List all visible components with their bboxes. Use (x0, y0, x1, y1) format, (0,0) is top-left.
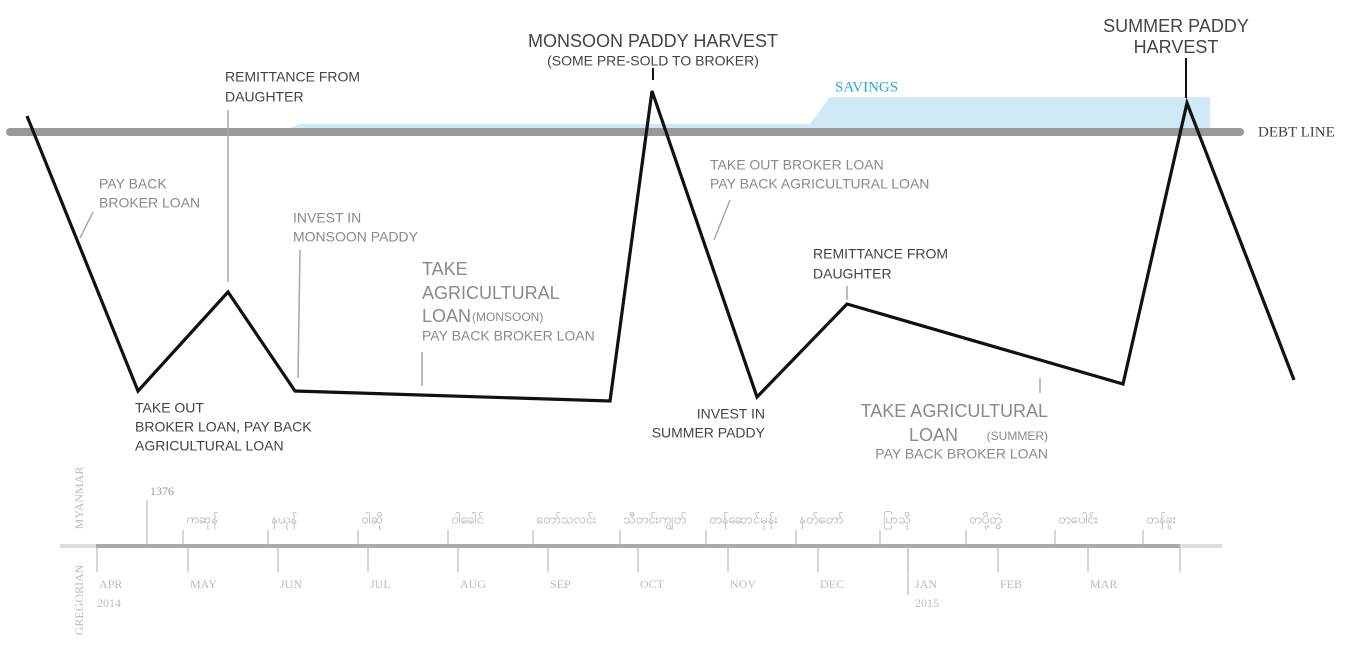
gregorian-month: JAN (915, 577, 937, 591)
annotation: LOAN (909, 425, 958, 445)
savings-label: SAVINGS (835, 79, 898, 95)
gregorian-month: AUG (460, 577, 486, 591)
myanmar-month: တန်ဆောင်မုန်း (709, 512, 778, 530)
annotation: HARVEST (1134, 37, 1219, 57)
myanmar-month: ပြာသို (883, 511, 911, 530)
annotation: AGRICULTURAL (422, 283, 560, 303)
annotation: TAKE AGRICULTURAL (861, 401, 1048, 421)
annotation: (SOME PRE-SOLD TO BROKER) (547, 53, 759, 69)
gregorian-month: NOV (730, 577, 756, 591)
annotation: PAY BACK BROKER LOAN (422, 328, 595, 344)
myanmar-month: တပေါင်း (1058, 512, 1098, 528)
annotation: TAKE OUT (135, 400, 204, 416)
annotation: DAUGHTER (813, 266, 892, 282)
gregorian-month: FEB (1000, 577, 1022, 591)
myanmar-month: နတ်တော် (799, 512, 844, 530)
leaders (79, 58, 1187, 393)
annotation: TAKE (422, 259, 468, 279)
annotation: INVEST IN (293, 210, 361, 226)
myanmar-label: MYANMAR (72, 467, 86, 530)
calendar: MYANMAR GREGORIAN 1376 2014 2015 ကဆုန် နယ… (60, 467, 1222, 635)
annotation: INVEST IN (697, 406, 765, 422)
myanmar-month: တော်သလင်း (536, 512, 596, 528)
myanmar-year: 1376 (150, 484, 174, 498)
myanmar-month: ကဆုန် (186, 512, 219, 530)
year: 2015 (915, 596, 939, 610)
annotation: REMITTANCE FROM (225, 69, 360, 85)
annotation: PAY BACK (99, 176, 167, 192)
myanmar-month: သီတင်းကျွတ် (623, 512, 686, 531)
annotation: SUMMER PADDY (652, 425, 766, 441)
annotation: (SUMMER) (987, 429, 1048, 443)
savings-area (290, 97, 1210, 128)
gregorian-month: OCT (640, 577, 665, 591)
gregorian-month: MAR (1090, 577, 1117, 591)
myanmar-month: ဝါဆို (361, 512, 383, 530)
annotation: PAY BACK AGRICULTURAL LOAN (710, 176, 929, 192)
annotation: DAUGHTER (225, 89, 304, 105)
gregorian-month: MAY (190, 577, 217, 591)
gregorian-month: APR (99, 577, 122, 591)
annotation: MONSOON PADDY HARVEST (528, 31, 778, 51)
myanmar-month: တပို့တွဲ (969, 512, 1002, 530)
gregorian-month: DEC (820, 577, 844, 591)
year: 2014 (97, 596, 121, 610)
gregorian-label: GREGORIAN (72, 564, 86, 635)
myanmar-month: နယုန် (271, 512, 298, 530)
annotation: (MONSOON) (472, 310, 543, 324)
annotation: BROKER LOAN, PAY BACK (135, 419, 312, 435)
annotation: MONSOON PADDY (293, 229, 419, 245)
annotation: SUMMER PADDY (1103, 16, 1249, 36)
cashflow-line (25, 90, 1296, 403)
myanmar-month: တန်ခူး (1146, 512, 1176, 530)
annotation: REMITTANCE FROM (813, 246, 948, 262)
annotation: PAY BACK BROKER LOAN (875, 446, 1048, 462)
annotation: BROKER LOAN (99, 195, 200, 211)
annotation: TAKE OUT BROKER LOAN (710, 157, 884, 173)
debt-line-label: DEBT LINE (1258, 124, 1335, 140)
gregorian-month: JUL (370, 577, 391, 591)
gregorian-month: JUN (280, 577, 302, 591)
annotation: LOAN (422, 306, 471, 326)
annotation: AGRICULTURAL LOAN (135, 438, 284, 454)
myanmar-month: ဝါခေါင် (451, 512, 485, 528)
gregorian-month: SEP (550, 577, 571, 591)
annotations: PAY BACK BROKER LOAN REMITTANCE FROM DAU… (99, 16, 1249, 462)
